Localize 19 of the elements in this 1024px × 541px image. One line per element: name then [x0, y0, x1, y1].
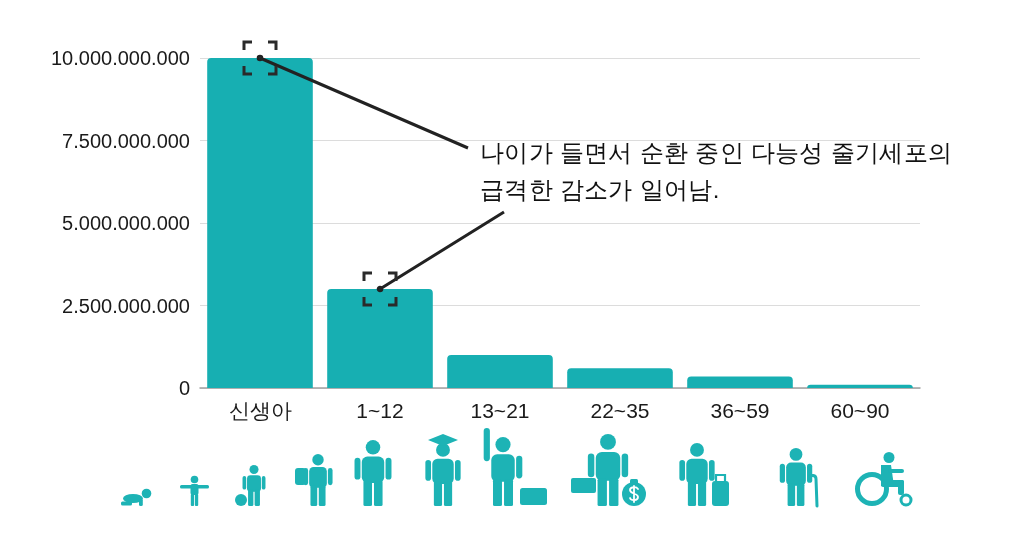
bar	[207, 58, 313, 388]
bar	[567, 368, 673, 388]
annotation: 급격한 감소가 일어남.	[480, 175, 720, 205]
y-tick-label: 0	[178, 377, 190, 399]
y-tick-label: 2.500.000.000	[62, 294, 190, 317]
x-tick-label: 60~90	[830, 399, 890, 422]
x-tick-label: 신생아	[228, 399, 292, 422]
y-tick-label: 5.000.000.000	[62, 212, 190, 234]
y-tick-label: 7.500.000.000	[62, 129, 190, 152]
x-tick-label: 1~12	[356, 399, 404, 422]
bar	[327, 289, 433, 388]
x-tick-label: 22~35	[590, 399, 650, 422]
x-tick-label: 36~59	[710, 399, 770, 422]
bar	[807, 384, 913, 388]
bar	[687, 376, 793, 388]
bar	[447, 355, 553, 388]
annotation: 나이가 들면서 순환 중인 다능성 줄기세포의	[480, 138, 953, 168]
y-tick-label: 10.000.000.000	[50, 47, 190, 69]
x-tick-label: 13~21	[470, 399, 530, 422]
